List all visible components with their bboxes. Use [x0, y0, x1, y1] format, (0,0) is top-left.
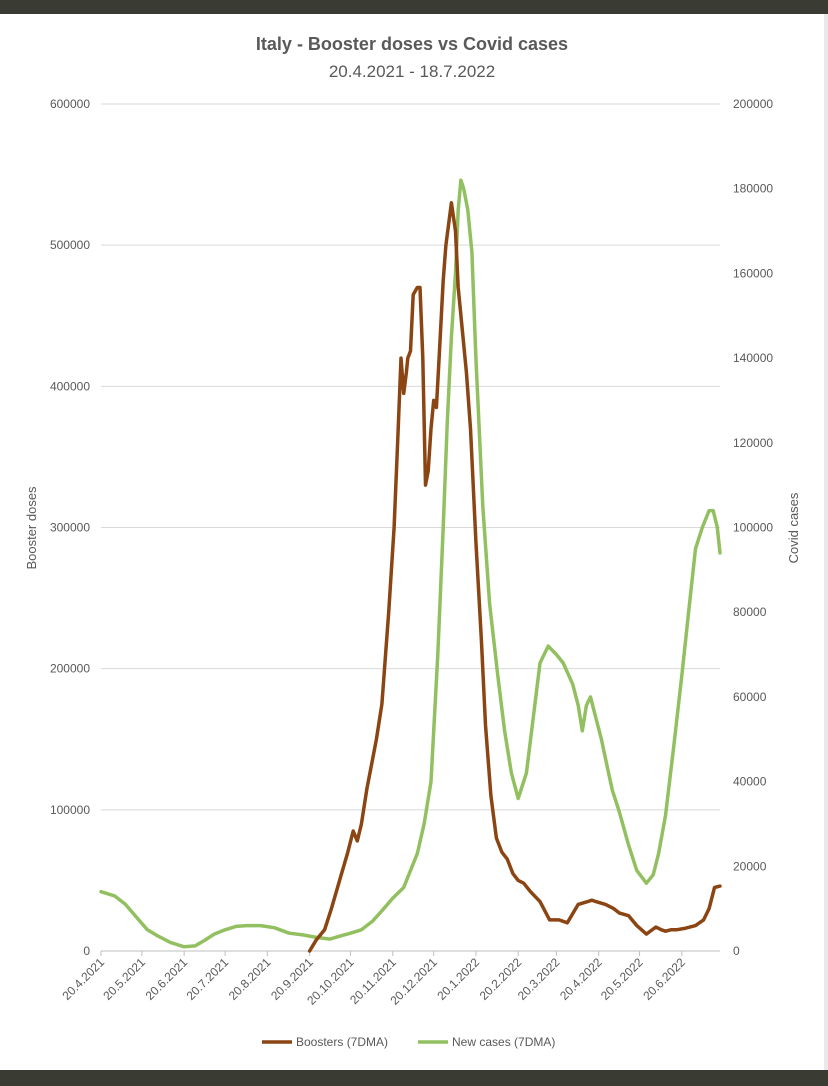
- series-line-boosters: [307, 201, 722, 953]
- right-tick-label: 20000: [733, 859, 767, 873]
- legend-label: Boosters (7DMA): [296, 1035, 388, 1049]
- right-tick-label: 180000: [733, 182, 773, 196]
- chart-svg: Italy - Booster doses vs Covid cases 20.…: [24, 34, 801, 1049]
- legend: Boosters (7DMA) New cases (7DMA): [262, 1035, 555, 1049]
- left-tick-label: 400000: [50, 379, 90, 393]
- right-tick-label: 60000: [733, 690, 767, 704]
- left-tick-label: 300000: [50, 521, 90, 535]
- window-frame-right: [824, 14, 828, 1070]
- right-tick-label: 160000: [733, 266, 773, 280]
- x-tick-label: 20.5.2021: [100, 955, 148, 1003]
- left-tick-label: 200000: [50, 662, 90, 676]
- left-tick-label: 100000: [50, 803, 90, 817]
- right-tick-label: 0: [733, 944, 740, 958]
- left-axis: 0 100000 200000 300000 400000 500000 600000: [50, 97, 90, 958]
- right-tick-label: 80000: [733, 605, 767, 619]
- left-tick-label: 600000: [50, 97, 90, 111]
- left-axis-title: Booster doses: [24, 486, 39, 570]
- x-tick-label: 20.3.2022: [515, 955, 563, 1003]
- right-tick-label: 200000: [733, 97, 773, 111]
- x-tick-label: 20.4.2021: [59, 955, 107, 1003]
- chart-subtitle: 20.4.2021 - 18.7.2022: [329, 62, 495, 81]
- right-tick-label: 100000: [733, 521, 773, 535]
- window-frame-bottom: [0, 1070, 828, 1086]
- chart-area: Italy - Booster doses vs Covid cases 20.…: [0, 14, 824, 1070]
- series-line-new-cases: [99, 178, 722, 949]
- x-tick-label: 20.5.2022: [598, 955, 646, 1003]
- window-frame-top: [0, 0, 828, 14]
- x-tick-label: 20.6.2022: [640, 955, 688, 1003]
- x-axis: 20.4.202120.5.202120.6.202120.7.202120.8…: [59, 951, 688, 1008]
- left-tick-label: 0: [83, 944, 90, 958]
- x-tick-label: 20.4.2022: [557, 955, 605, 1003]
- right-axis: 0 20000 40000 60000 80000 100000 120000 140000 1…: [733, 97, 773, 958]
- gridlines: [101, 103, 720, 952]
- right-tick-label: 140000: [733, 351, 773, 365]
- x-tick-label: 20.6.2021: [143, 955, 191, 1003]
- series-lines: [99, 178, 722, 953]
- x-tick-label: 20.7.2021: [184, 955, 232, 1003]
- right-axis-title: Covid cases: [786, 492, 801, 563]
- x-tick-label: 20.1.2022: [434, 955, 482, 1003]
- right-tick-label: 40000: [733, 775, 767, 789]
- legend-label: New cases (7DMA): [452, 1035, 555, 1049]
- x-tick-label: 20.8.2021: [226, 955, 274, 1003]
- left-tick-label: 500000: [50, 238, 90, 252]
- right-tick-label: 120000: [733, 436, 773, 450]
- chart-title: Italy - Booster doses vs Covid cases: [256, 34, 568, 54]
